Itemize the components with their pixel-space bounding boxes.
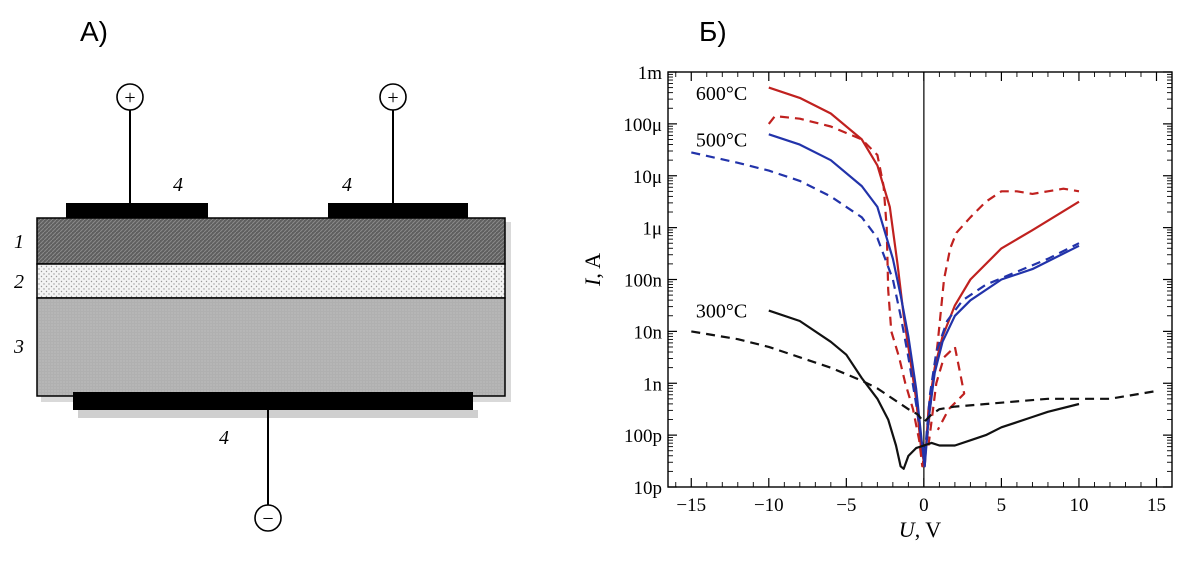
y-tick-label: 10p — [634, 478, 663, 499]
minus-sign: − — [262, 508, 273, 530]
x-tick-label: 5 — [997, 495, 1007, 516]
temperature-label-300: 300°C — [696, 301, 747, 323]
series-line-600c-dashed-1 — [767, 115, 1080, 468]
series-line-600c-solid-0 — [768, 86, 1080, 468]
negative-terminal: − — [254, 410, 282, 532]
top-electrode-left — [66, 203, 208, 219]
temperature-label-600: 600°C — [696, 83, 747, 105]
y-axis-label: I, A — [580, 253, 605, 287]
y-tick-label: 100μ — [623, 115, 662, 136]
series-line-500c-dashed-4 — [691, 151, 1080, 457]
device-diagram: А) + + 4 4 1 2 3 4 — [13, 16, 511, 532]
y-tick-label: 100p — [624, 426, 662, 447]
x-tick-label: −10 — [754, 495, 784, 516]
x-tick-label: 0 — [919, 495, 929, 516]
y-tick-label: 10n — [634, 322, 663, 343]
top-electrode-right — [328, 203, 468, 219]
y-tick-label: 1n — [643, 374, 663, 395]
x-tick-label: −15 — [676, 495, 706, 516]
panel-label-b: Б) — [699, 16, 727, 47]
y-axis-symbol: I — [580, 277, 605, 287]
layer-2 — [36, 263, 506, 299]
plus-sign-left: + — [124, 87, 135, 109]
bottom-electrode-shadow — [78, 410, 478, 418]
series-line-600c-dashed-2 — [927, 345, 966, 446]
bottom-electrode — [73, 392, 473, 410]
series-line-300c-solid-5 — [768, 309, 1080, 470]
x-tick-label: −5 — [836, 495, 856, 516]
positive-terminal-left: + — [116, 83, 144, 205]
iv-chart: Б) 1m 100μ 10μ 1μ 100n 10n 1n 100p 10p −15 −10 −5 0 5… — [580, 16, 1173, 542]
x-axis-label: U, V — [899, 517, 941, 542]
layer-1 — [36, 217, 506, 265]
panel-label-a: А) — [80, 16, 108, 47]
positive-terminal-right: + — [379, 83, 407, 205]
y-tick-label: 100n — [624, 271, 663, 292]
electrode-label-bottom: 4 — [219, 427, 229, 449]
electrode-label-top-right: 4 — [342, 174, 352, 196]
x-tick-label: 10 — [1069, 495, 1088, 516]
electrode-label-top-left: 4 — [173, 174, 183, 196]
layer-3 — [36, 297, 506, 397]
x-axis-unit: , V — [915, 517, 942, 542]
y-tick-label: 1μ — [642, 219, 662, 240]
plus-sign-right: + — [387, 87, 398, 109]
y-tick-label: 1m — [638, 63, 663, 84]
x-axis-symbol: U — [899, 517, 917, 542]
temperature-label-500: 500°C — [696, 129, 747, 151]
layer-label-3: 3 — [13, 336, 24, 358]
layer-label-2: 2 — [14, 271, 24, 293]
y-axis-unit: , A — [580, 253, 605, 279]
series-line-500c-solid-3 — [768, 133, 1080, 468]
y-tick-label: 10μ — [633, 167, 662, 188]
layer-label-1: 1 — [14, 231, 24, 253]
series-line-300c-dashed-6 — [691, 330, 1157, 424]
x-tick-label: 15 — [1147, 495, 1166, 516]
